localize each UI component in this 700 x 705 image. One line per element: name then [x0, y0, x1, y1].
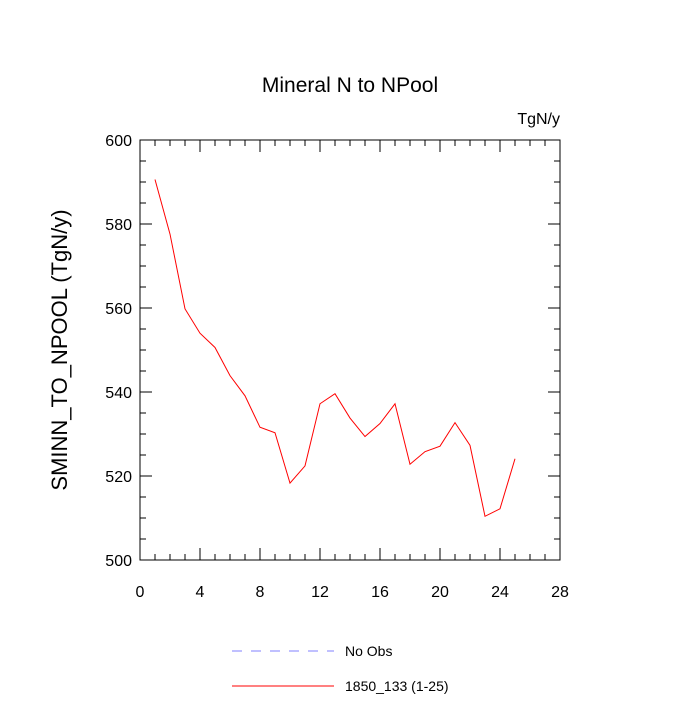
x-tick-label: 4 [196, 584, 205, 601]
series-line [154, 179, 516, 518]
y-tick-label: 560 [105, 301, 132, 318]
y-tick-label: 520 [105, 469, 132, 486]
y-tick-label: 600 [105, 133, 132, 150]
y-tick-label: 580 [105, 217, 132, 234]
chart-title: Mineral N to NPool [262, 74, 438, 97]
ticks-layer: 0 4 8 12 16 20 24 28 500 520 540 560 580 600 [105, 133, 569, 601]
y-tick-label: 540 [105, 385, 132, 402]
x-tick-label: 20 [431, 584, 449, 601]
y-axis-label: SMINN_TO_NPOOL (TgN/y) [47, 209, 72, 490]
y-tick-label: 500 [105, 553, 132, 570]
legend-label: No Obs [345, 643, 392, 659]
x-tick-label: 12 [311, 584, 329, 601]
units-label: TgN/y [517, 111, 560, 128]
x-tick-label: 24 [491, 584, 509, 601]
x-tick-label: 28 [551, 584, 569, 601]
series-layer [154, 179, 516, 518]
plot-frame [139, 139, 561, 561]
legend: No Obs 1850_133 (1-25) [232, 643, 449, 694]
x-tick-label: 8 [256, 584, 265, 601]
legend-label: 1850_133 (1-25) [345, 678, 449, 694]
x-tick-label: 0 [136, 584, 145, 601]
x-tick-label: 16 [371, 584, 389, 601]
